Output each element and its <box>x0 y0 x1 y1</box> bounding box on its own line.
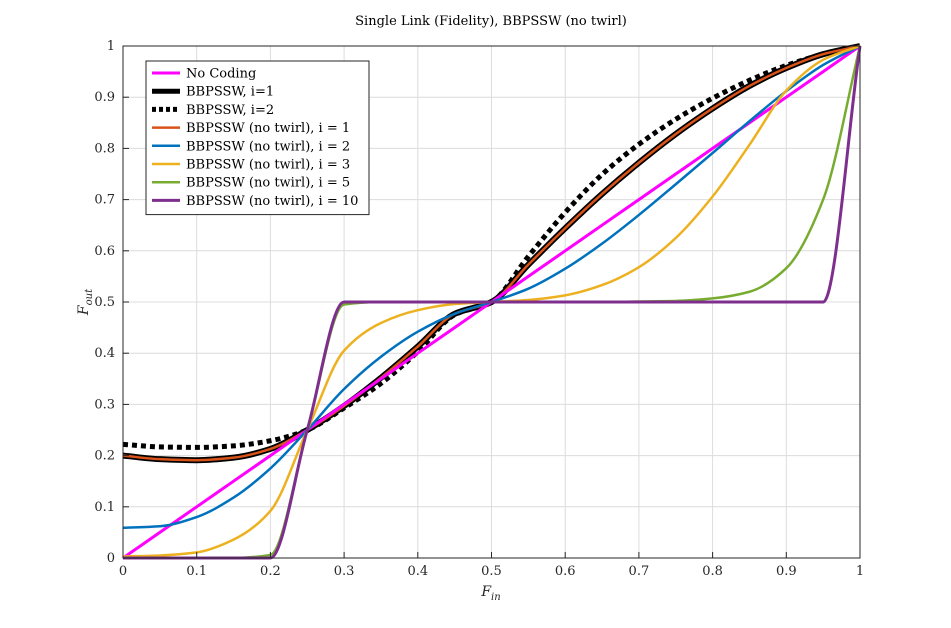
legend-label: BBPSSW (no twirl), i = 1 <box>186 121 350 136</box>
y-tick-label: 0.3 <box>94 397 115 412</box>
x-tick-label: 0.2 <box>260 564 281 579</box>
x-tick-label: 0.5 <box>481 564 502 579</box>
legend-label: BBPSSW (no twirl), i = 2 <box>186 139 350 154</box>
legend-label: BBPSSW, i=1 <box>186 85 274 100</box>
y-axis-label-sub: out <box>84 288 95 305</box>
legend-label: BBPSSW (no twirl), i = 5 <box>186 176 350 191</box>
x-axis-label: Fin <box>480 584 500 603</box>
x-axis-label-main: F <box>480 584 492 600</box>
x-tick-label: 0 <box>119 564 127 579</box>
series-layer <box>122 43 862 560</box>
legend-label: No Coding <box>186 67 256 82</box>
legend-box <box>145 60 370 216</box>
x-axis-label-sub: in <box>491 592 501 603</box>
legend: No Coding BBPSSW, i=1 BBPSSW, i=2 BBPSSW (n… <box>145 60 370 216</box>
x-tick-label: 1 <box>856 564 864 579</box>
x-tick-label: 0.9 <box>776 564 797 579</box>
y-tick-label: 0.9 <box>94 90 115 105</box>
legend-label: BBPSSW (no twirl), i = 3 <box>186 158 350 173</box>
x-tick-label: 0.4 <box>407 564 428 579</box>
y-axis-label-main: F <box>76 304 92 316</box>
legend-label: BBPSSW, i=2 <box>186 103 274 118</box>
chart-title: Single Link (Fidelity), BBPSSW (no twirl… <box>355 14 627 29</box>
y-tick-label: 0.4 <box>94 346 115 361</box>
x-tick-label: 0.7 <box>629 564 650 579</box>
y-axis-label: Fout <box>76 288 95 316</box>
y-tick-label: 1 <box>107 39 115 54</box>
legend-label: BBPSSW (no twirl), i = 10 <box>186 194 358 209</box>
y-tick-label: 0.2 <box>94 449 115 464</box>
y-tick-label: 0.5 <box>94 295 115 310</box>
x-tick-label: 0.3 <box>334 564 355 579</box>
x-tick-label: 0.8 <box>702 564 723 579</box>
x-tick-label: 0.1 <box>186 564 207 579</box>
y-tick-label: 0.1 <box>94 500 115 515</box>
y-tick-label: 0.7 <box>94 193 115 208</box>
x-tick-label: 0.6 <box>555 564 576 579</box>
y-tick-label: 0.8 <box>94 141 115 156</box>
y-tick-label: 0.6 <box>94 244 115 259</box>
y-axis-ticks: 0 0.1 0.2 0.3 0.4 0.5 0.6 0.7 0.8 0.9 1 <box>94 39 129 566</box>
series-line-2 <box>122 43 861 450</box>
y-tick-label: 0 <box>107 551 115 566</box>
x-axis-ticks: 0 0.1 0.2 0.3 0.4 0.5 0.6 0.7 0.8 0.9 1 <box>119 552 864 579</box>
